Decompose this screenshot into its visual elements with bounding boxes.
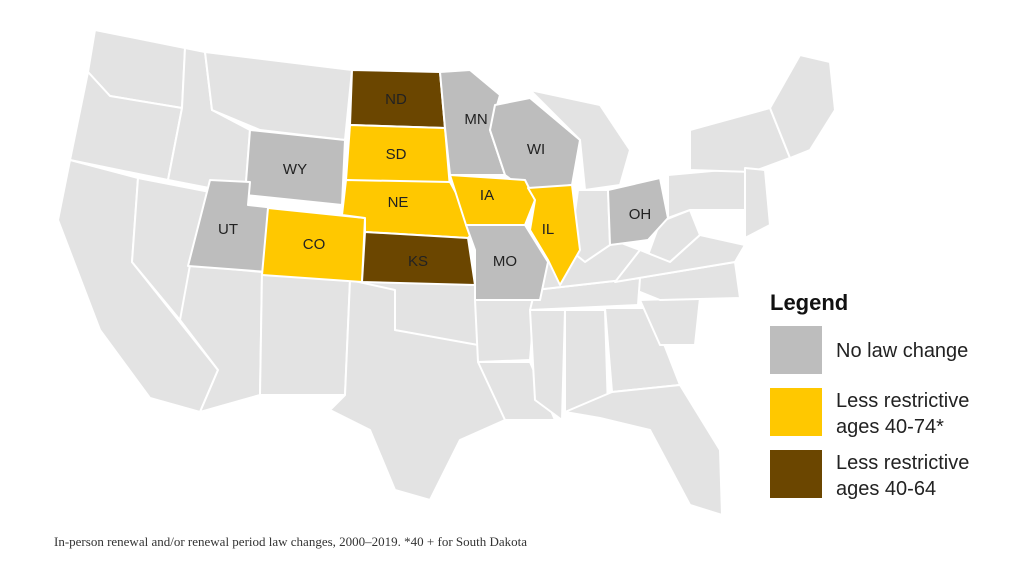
legend-line: ages 40-74* (836, 416, 944, 438)
state-NM (259, 271, 351, 396)
state-NY (689, 107, 791, 173)
state-AR (474, 299, 536, 363)
legend-swatch-gray (770, 326, 822, 374)
label-WY: WY (283, 161, 307, 178)
state-IL (527, 184, 581, 286)
label-IA: IA (480, 187, 494, 204)
legend-swatch-yellow (770, 388, 822, 436)
label-MN: MN (464, 111, 487, 128)
caption: In-person renewal and/or renewal period … (54, 534, 528, 549)
legend-label-no-change: No law change (836, 338, 1016, 364)
state-VA (614, 234, 746, 283)
legend-line: ages 40-64 (836, 478, 937, 500)
state-PA (667, 167, 753, 219)
label-NE: NE (388, 194, 409, 211)
label-ND: ND (385, 91, 407, 108)
state-labels: ND MN SD WI WY NE IA OH UT IL CO KS MO (218, 91, 651, 270)
state-MD-NJ (744, 167, 771, 239)
state-FL (564, 384, 723, 516)
label-MO: MO (493, 253, 517, 270)
label-CO: CO (303, 236, 326, 253)
legend-item-no-change: No law change (770, 326, 1020, 376)
state-MO (465, 224, 549, 301)
legend-title: Legend (770, 290, 849, 315)
label-UT: UT (218, 221, 238, 238)
state-NE-states (769, 54, 836, 159)
legend-swatch-brown (770, 450, 822, 498)
legend-label-less-64: Less restrictive ages 40-64 (836, 450, 1016, 502)
highlighted-states (187, 69, 669, 301)
legend-item-less-64: Less restrictive ages 40-64 (770, 450, 1020, 500)
state-OH (607, 177, 669, 246)
state-MS (529, 309, 566, 421)
state-WY (244, 129, 346, 206)
legend-line: Less restrictive (836, 452, 970, 474)
legend-line: No law change (836, 340, 969, 362)
legend-item-less-74: Less restrictive ages 40-74* (770, 388, 1020, 438)
legend-label-less-74: Less restrictive ages 40-74* (836, 388, 1016, 440)
label-WI: WI (527, 141, 545, 158)
label-OH: OH (629, 206, 652, 223)
legend-line: Less restrictive (836, 390, 970, 412)
label-KS: KS (408, 253, 428, 270)
state-IA (449, 174, 536, 226)
label-IL: IL (542, 221, 555, 238)
legend: Legend No law change Less restrictive ag… (770, 290, 1020, 512)
label-SD: SD (386, 146, 407, 163)
